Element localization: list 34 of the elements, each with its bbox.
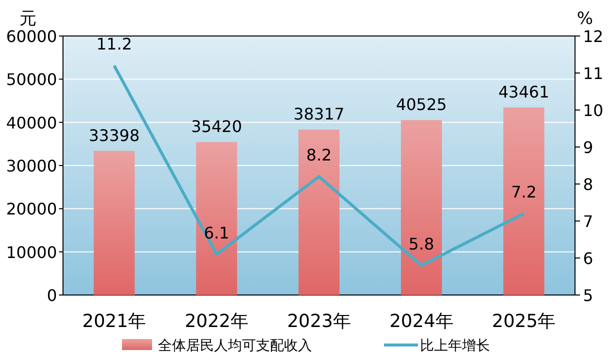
y2-tick-label: 8 [583, 175, 594, 194]
x-tick-label: 2023年 [287, 311, 351, 332]
y-tick-label: 50000 [6, 70, 57, 90]
y-tick-label: 40000 [6, 113, 57, 132]
y-tick-label: 30000 [6, 156, 57, 176]
y2-tick-label: 5 [583, 286, 594, 305]
y2-tick-label: 9 [583, 138, 594, 157]
data-label: 38317 [294, 104, 344, 124]
y2-tick-label: 11 [583, 64, 604, 83]
data-label: 8.2 [306, 146, 332, 165]
data-label: 40525 [396, 95, 447, 114]
x-tick-label: 2022年 [184, 311, 249, 332]
data-label: 6.1 [204, 223, 230, 242]
y2-tick-label: 7 [583, 212, 594, 231]
data-label: 43461 [498, 82, 550, 102]
y-tick-label: 60000 [6, 27, 57, 46]
y-axis-title: 元 [20, 9, 36, 29]
y2-tick-label: 12 [583, 27, 604, 46]
y-tick-label: 10000 [6, 242, 57, 262]
x-tick-label: 2024年 [389, 311, 454, 332]
legend-label: 比上年增长 [420, 338, 490, 354]
y-tick-label: 0 [46, 286, 57, 305]
y2-axis-title: % [576, 9, 594, 29]
data-label: 7.2 [511, 182, 537, 202]
x-tick-label: 2021年 [82, 311, 146, 332]
y2-tick-label: 6 [583, 249, 594, 268]
x-tick-label: 2025年 [492, 311, 556, 332]
data-label: 11.2 [96, 34, 132, 54]
legend-label: 全体居民人均可支配收入 [158, 338, 312, 354]
y2-tick-label: 10 [583, 101, 604, 120]
data-label: 33398 [88, 126, 140, 145]
y-tick-label: 20000 [6, 200, 57, 219]
data-label: 35420 [191, 117, 242, 136]
data-label: 5.8 [408, 234, 434, 254]
